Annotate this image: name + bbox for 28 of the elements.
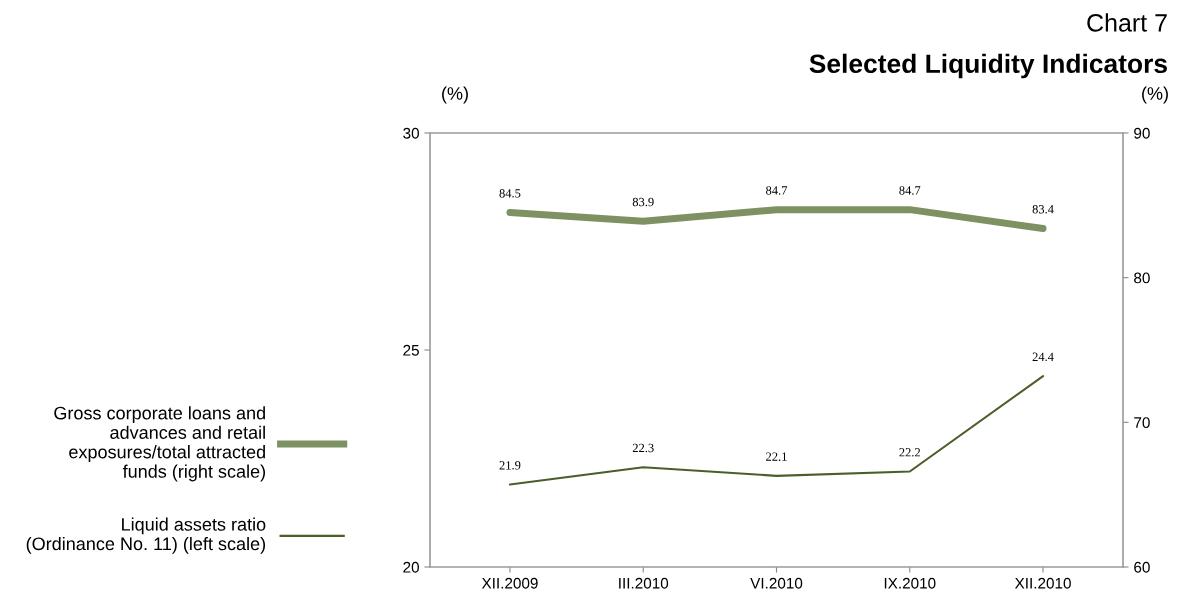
data-label: 84.5 [499, 189, 521, 198]
legend-label: Liquid assets ratio (Ordinance No. 11) (left scale) [26, 517, 266, 554]
data-label: 83.4 [1032, 205, 1054, 214]
x-tick-label: XII.2009 [481, 577, 538, 589]
y-tick-label: 20 [403, 561, 419, 573]
y-tick-label: 30 [403, 127, 419, 139]
data-label: 84.7 [899, 186, 921, 195]
y2-tick-label: 80 [1134, 272, 1150, 284]
y2-tick-label: 60 [1134, 561, 1150, 573]
y2-axis-title: (%) [1142, 86, 1168, 104]
y2-tick-label: 70 [1134, 417, 1150, 429]
x-tick-label: IX.2010 [884, 577, 936, 589]
y-axis-title: (%) [442, 86, 468, 104]
chart-title: Chart 7 [1087, 13, 1167, 32]
y-tick-label: 25 [403, 344, 419, 356]
data-label: 22.2 [899, 448, 921, 457]
chart-subtitle: Selected Liquidity Indicators [809, 53, 1167, 79]
data-label: 21.9 [499, 461, 521, 470]
data-label: 24.4 [1032, 352, 1054, 362]
data-label: 22.3 [632, 443, 654, 453]
data-label: 22.1 [766, 452, 787, 461]
x-tick-label: VI.2010 [750, 577, 803, 589]
data-label: 83.9 [632, 197, 654, 207]
legend-label: Gross corporate loans and advances and retail exposures/total attracted funds (right scale) [54, 406, 265, 482]
data-label: 84.7 [766, 186, 788, 195]
x-tick-label: XII.2010 [1014, 577, 1071, 589]
y2-tick-label: 90 [1134, 127, 1150, 139]
x-tick-label: III.2010 [619, 577, 669, 589]
